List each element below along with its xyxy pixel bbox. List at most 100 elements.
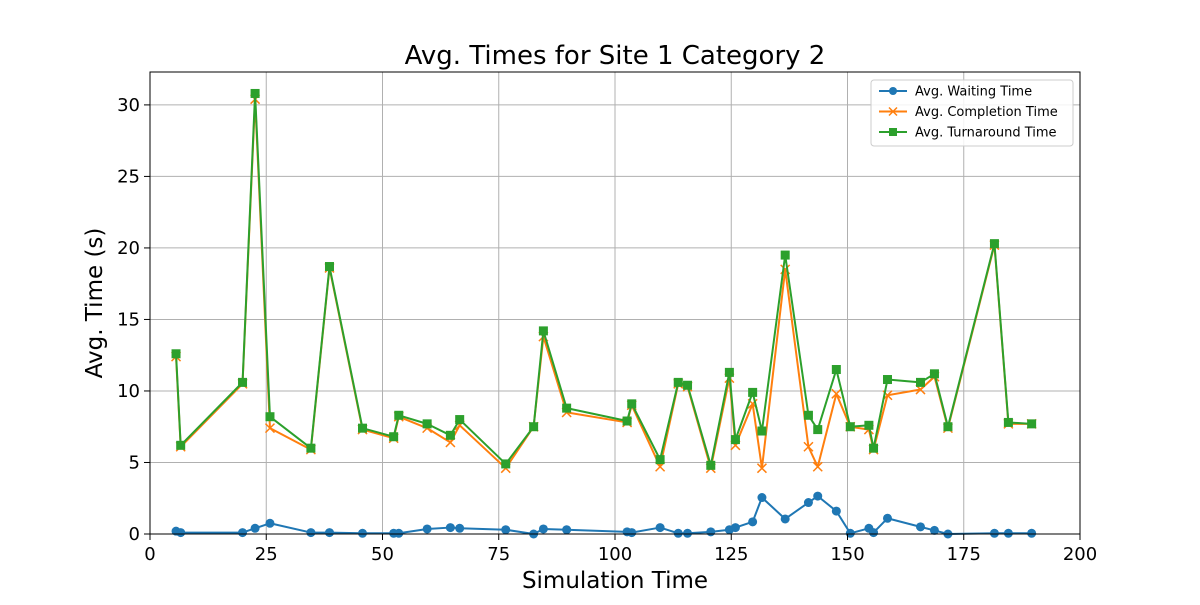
data-point-2-7 [358,423,368,433]
data-point-2-22 [706,460,716,470]
x-axis-label: Simulation Time [522,568,708,594]
data-point-0-10 [422,524,432,534]
data-point-0-21 [683,528,693,538]
data-point-2-28 [803,410,813,420]
data-point-2-27 [780,250,790,260]
data-point-0-19 [655,523,665,533]
data-point-2-14 [529,422,539,432]
data-point-0-35 [916,522,926,532]
y-tick-label: 25 [117,166,140,187]
data-point-2-16 [562,403,572,413]
data-point-2-20 [673,377,683,387]
chart-title: Avg. Times for Site 1 Category 2 [405,41,826,71]
data-point-2-12 [455,415,465,425]
x-tick-label: 100 [598,544,632,565]
data-point-2-24 [730,435,740,445]
x-tick-label: 200 [1063,544,1097,565]
data-point-0-33 [869,528,879,538]
data-point-0-12 [455,523,465,533]
data-point-2-32 [864,420,874,430]
data-point-2-2 [238,377,248,387]
data-point-0-20 [673,528,683,538]
data-point-0-39 [1003,528,1013,538]
data-point-0-30 [831,506,841,516]
data-point-0-11 [445,523,455,533]
data-point-1-29 [812,461,823,472]
data-point-2-23 [724,367,734,377]
x-tick-label: 150 [830,544,864,565]
data-point-0-2 [238,528,248,538]
series-layer [171,88,1037,539]
data-point-0-9 [394,528,404,538]
data-point-0-7 [358,528,368,538]
grid-layer [150,72,1080,534]
x-tick-label: 125 [714,544,748,565]
data-point-2-38 [989,239,999,249]
data-point-1-26 [756,463,767,474]
data-point-2-9 [394,410,404,420]
data-point-0-36 [929,525,939,535]
axes-layer: 0 25 50 75 100 125 150 175 200 0 5 10 15 20 25 30 [117,71,1097,565]
data-point-2-29 [813,425,823,435]
data-point-0-29 [813,491,823,501]
data-point-1-4 [264,423,276,434]
data-point-2-18 [627,399,637,409]
data-point-2-30 [831,365,841,375]
data-point-0-15 [538,524,548,534]
data-point-2-21 [683,380,693,390]
data-point-2-34 [882,375,892,385]
data-point-2-15 [538,326,548,336]
data-point-2-8 [389,432,399,442]
data-point-0-26 [757,493,767,503]
data-point-0-28 [803,498,813,508]
data-point-2-36 [929,369,939,379]
data-point-0-34 [882,513,892,523]
legend-box [870,79,1074,147]
y-tick-label: 30 [117,95,140,116]
data-point-2-37 [943,422,953,432]
data-point-2-13 [501,459,511,469]
series-2 [171,88,1037,470]
data-point-0-40 [1027,528,1037,538]
legend-label-1: Avg. Completion Time [915,105,1058,120]
data-point-0-3 [250,523,260,533]
data-point-0-38 [989,528,999,538]
x-tick-label: 175 [947,544,981,565]
data-point-2-5 [306,443,316,453]
data-point-0-6 [324,528,334,538]
data-point-2-35 [916,377,926,387]
y-tick-label: 15 [117,309,140,330]
y-tick-label: 0 [129,524,140,545]
data-point-0-25 [748,517,758,527]
data-point-0-16 [562,525,572,535]
data-point-0-27 [780,514,790,524]
x-tick-label: 50 [371,544,394,565]
y-tick-label: 20 [117,238,140,259]
data-point-0-18 [627,528,637,538]
data-point-2-1 [176,440,186,450]
data-point-2-11 [445,430,455,440]
data-point-2-33 [869,443,879,453]
y-tick-label: 10 [117,381,140,402]
x-tick-label: 0 [144,544,155,565]
legend-marker-1 [888,106,898,117]
data-point-2-0 [171,349,181,359]
data-point-2-6 [324,262,334,272]
legend-marker-2 [889,128,897,136]
data-point-2-40 [1027,419,1037,429]
data-point-2-3 [250,88,260,98]
x-tick-label: 25 [255,544,278,565]
data-point-2-10 [422,419,432,429]
data-point-2-19 [655,455,665,465]
legend: Avg. Waiting Time Avg. Completion Time Avg… [870,79,1074,147]
data-point-2-17 [622,416,632,426]
data-point-1-28 [803,441,814,452]
y-axis-label: Avg. Time (s) [82,228,108,379]
series-0 [171,491,1037,539]
data-point-2-25 [748,387,758,397]
y-tick-label: 5 [129,452,140,473]
data-point-2-39 [1003,417,1013,427]
legend-label-2: Avg. Turnaround Time [915,126,1057,141]
